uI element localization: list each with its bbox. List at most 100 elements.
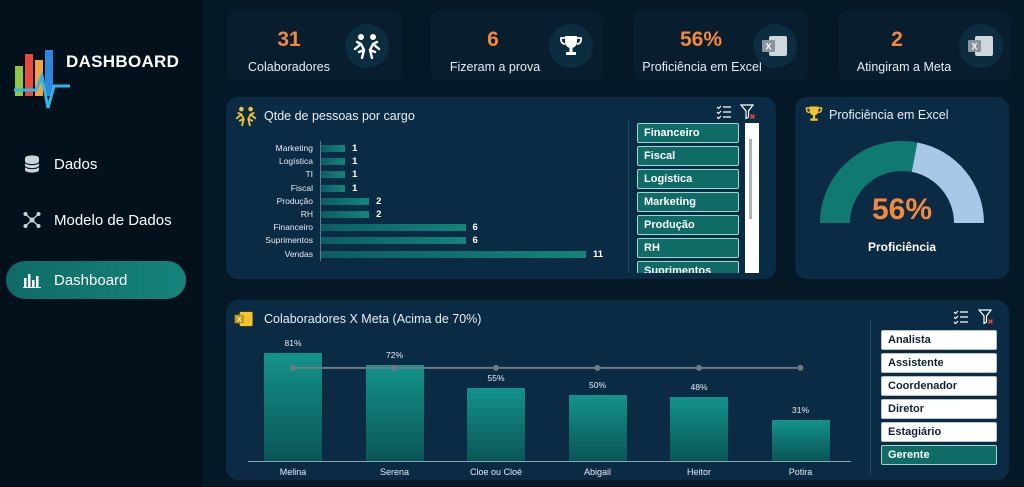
- bar-value-label: 1: [352, 182, 358, 194]
- bar-category-label: Potira: [788, 467, 813, 477]
- svg-text:X: X: [765, 42, 771, 52]
- bar[interactable]: [321, 211, 370, 218]
- target-marker: [391, 364, 398, 371]
- slicer-item-cargo[interactable]: Suprimentos: [637, 261, 739, 273]
- bar[interactable]: [670, 397, 728, 461]
- slicer-item-cargo[interactable]: RH: [637, 238, 739, 258]
- bar-category-label: Fiscal: [290, 182, 313, 193]
- people-icon: [234, 106, 258, 131]
- slicer-item-cargo[interactable]: Financeiro: [637, 123, 739, 143]
- cargo-panel: Qtde de pessoas por cargo Marketing 1 Logí…: [226, 97, 776, 279]
- bar-category-label: Cloe ou Cloé: [469, 467, 523, 477]
- sidebar-item-dados[interactable]: Dados: [6, 145, 186, 183]
- kpi-card-fizeram-a-prova: 6 Fizeram a prova: [431, 10, 603, 81]
- bar[interactable]: [321, 250, 586, 258]
- bar-category-label: RH: [300, 209, 313, 219]
- excel-icon: X: [234, 310, 254, 333]
- slicer-item-role[interactable]: Analista: [881, 330, 997, 350]
- slicer-item-role[interactable]: Coordenador: [881, 376, 997, 396]
- bar-category-label: Financeiro: [273, 222, 313, 233]
- slicer-item-cargo[interactable]: Marketing: [637, 192, 739, 212]
- target-marker: [594, 364, 601, 371]
- bar-value-label: 6: [472, 222, 478, 234]
- clear-filter-icon[interactable]: [977, 309, 994, 325]
- kpi-card-colaboradores: 31 Colaboradores: [227, 10, 402, 81]
- sidebar-item-label: Modelo de Dados: [54, 211, 172, 229]
- cargo-panel-title: Qtde de pessoas por cargo: [264, 109, 415, 123]
- sidebar-item-label: Dashboard: [54, 271, 128, 289]
- bar-value-label: 6: [472, 235, 478, 247]
- bar-value-label: 81%: [284, 338, 302, 349]
- bar-category-label: Serena: [379, 467, 410, 477]
- cargo-bar-chart: Marketing 1 Logística 1 TI 1 Fiscal 1 Produção 2 R…: [226, 97, 626, 279]
- bar[interactable]: [365, 365, 424, 461]
- sidebar-item-label: Dados: [54, 155, 98, 173]
- excel-icon: X: [753, 24, 797, 68]
- kpi-card-atingiram-a-meta: 2 Atingiram a Meta X: [839, 10, 1011, 81]
- x-axis-line: [248, 461, 851, 462]
- bar[interactable]: [321, 158, 346, 166]
- bar[interactable]: [264, 353, 322, 461]
- excel-icon: X: [959, 24, 1003, 68]
- slicer-scrollbar[interactable]: [745, 123, 759, 273]
- target-marker: [696, 364, 702, 371]
- logo-text: DASHBOARD: [66, 52, 180, 71]
- multi-select-icon[interactable]: [953, 309, 969, 325]
- dashboard-logo: DASHBOARD: [14, 46, 194, 116]
- bar[interactable]: [568, 394, 627, 461]
- network-icon: [22, 210, 42, 230]
- clear-filter-icon[interactable]: [739, 104, 756, 120]
- slicer-item-cargo[interactable]: Produção: [637, 215, 739, 235]
- bar[interactable]: [321, 171, 346, 179]
- logo-chart-icon: [14, 50, 70, 109]
- bar-value-label: 31%: [791, 404, 809, 415]
- bar-value-label: 2: [376, 209, 382, 220]
- trophy-icon: [805, 105, 823, 128]
- sidebar-item-modelo-de-dados[interactable]: Modelo de Dados: [6, 201, 186, 239]
- trophy-icon: [549, 24, 593, 68]
- bar[interactable]: [321, 184, 346, 192]
- cargo-slicer: Financeiro Fiscal Logística Marketing Produç…: [628, 121, 772, 273]
- sidebar-item-dashboard[interactable]: Dashboard: [6, 261, 186, 299]
- slicer-item-role[interactable]: Estagiário: [881, 422, 997, 442]
- bar[interactable]: [321, 197, 370, 205]
- slicer-item-role[interactable]: Gerente: [881, 445, 997, 465]
- slicer-item-cargo[interactable]: Logística: [637, 169, 739, 189]
- bar-category-label: Abigail: [583, 467, 612, 477]
- kpi-value: 2: [891, 28, 903, 51]
- bar-category-label: Heitor: [686, 467, 711, 477]
- slicer-item-role[interactable]: Assistente: [881, 353, 997, 373]
- bar[interactable]: [321, 145, 346, 152]
- slicer-item-role[interactable]: Diretor: [881, 399, 997, 419]
- bar[interactable]: [321, 237, 466, 245]
- target-marker: [290, 364, 296, 371]
- bar-value-label: 55%: [487, 372, 505, 383]
- kpi-value: 31: [277, 28, 301, 51]
- svg-text:X: X: [971, 42, 977, 52]
- meta-slicer: Analista Assistente Coordenador Diretor Esta…: [870, 320, 1005, 475]
- bar-category-label: Vendas: [284, 248, 313, 259]
- gauge-fill-arc: [820, 141, 918, 223]
- y-axis-line: [320, 141, 321, 261]
- kpi-label: Colaboradores: [248, 60, 330, 74]
- kpi-card-proficiencia: 56% Proficiência em Excel X: [633, 10, 808, 81]
- database-icon: [22, 154, 42, 174]
- bar-category-label: Logística: [278, 156, 313, 167]
- multi-select-icon[interactable]: [716, 104, 732, 120]
- bar-value-label: 72%: [385, 350, 403, 361]
- sidebar: DASHBOARD Dados Modelo de Dados Dashboar…: [0, 0, 203, 487]
- bar[interactable]: [467, 387, 525, 461]
- bar-value-label: 1: [352, 169, 358, 181]
- bar-value-label: 11: [593, 248, 604, 260]
- kpi-value: 56%: [679, 28, 723, 51]
- gauge-caption: Proficiência: [867, 240, 937, 254]
- svg-text:X: X: [237, 317, 242, 324]
- kpi-label: Fizeram a prova: [449, 60, 541, 74]
- target-line: [290, 364, 804, 371]
- bar-value-label: 2: [376, 195, 382, 207]
- bar[interactable]: [771, 419, 830, 461]
- bar[interactable]: [321, 224, 466, 232]
- slicer-item-cargo[interactable]: Fiscal: [637, 146, 739, 166]
- bar-category-label: Produção: [276, 195, 313, 206]
- kpi-label: Atingiram a Meta: [856, 60, 952, 74]
